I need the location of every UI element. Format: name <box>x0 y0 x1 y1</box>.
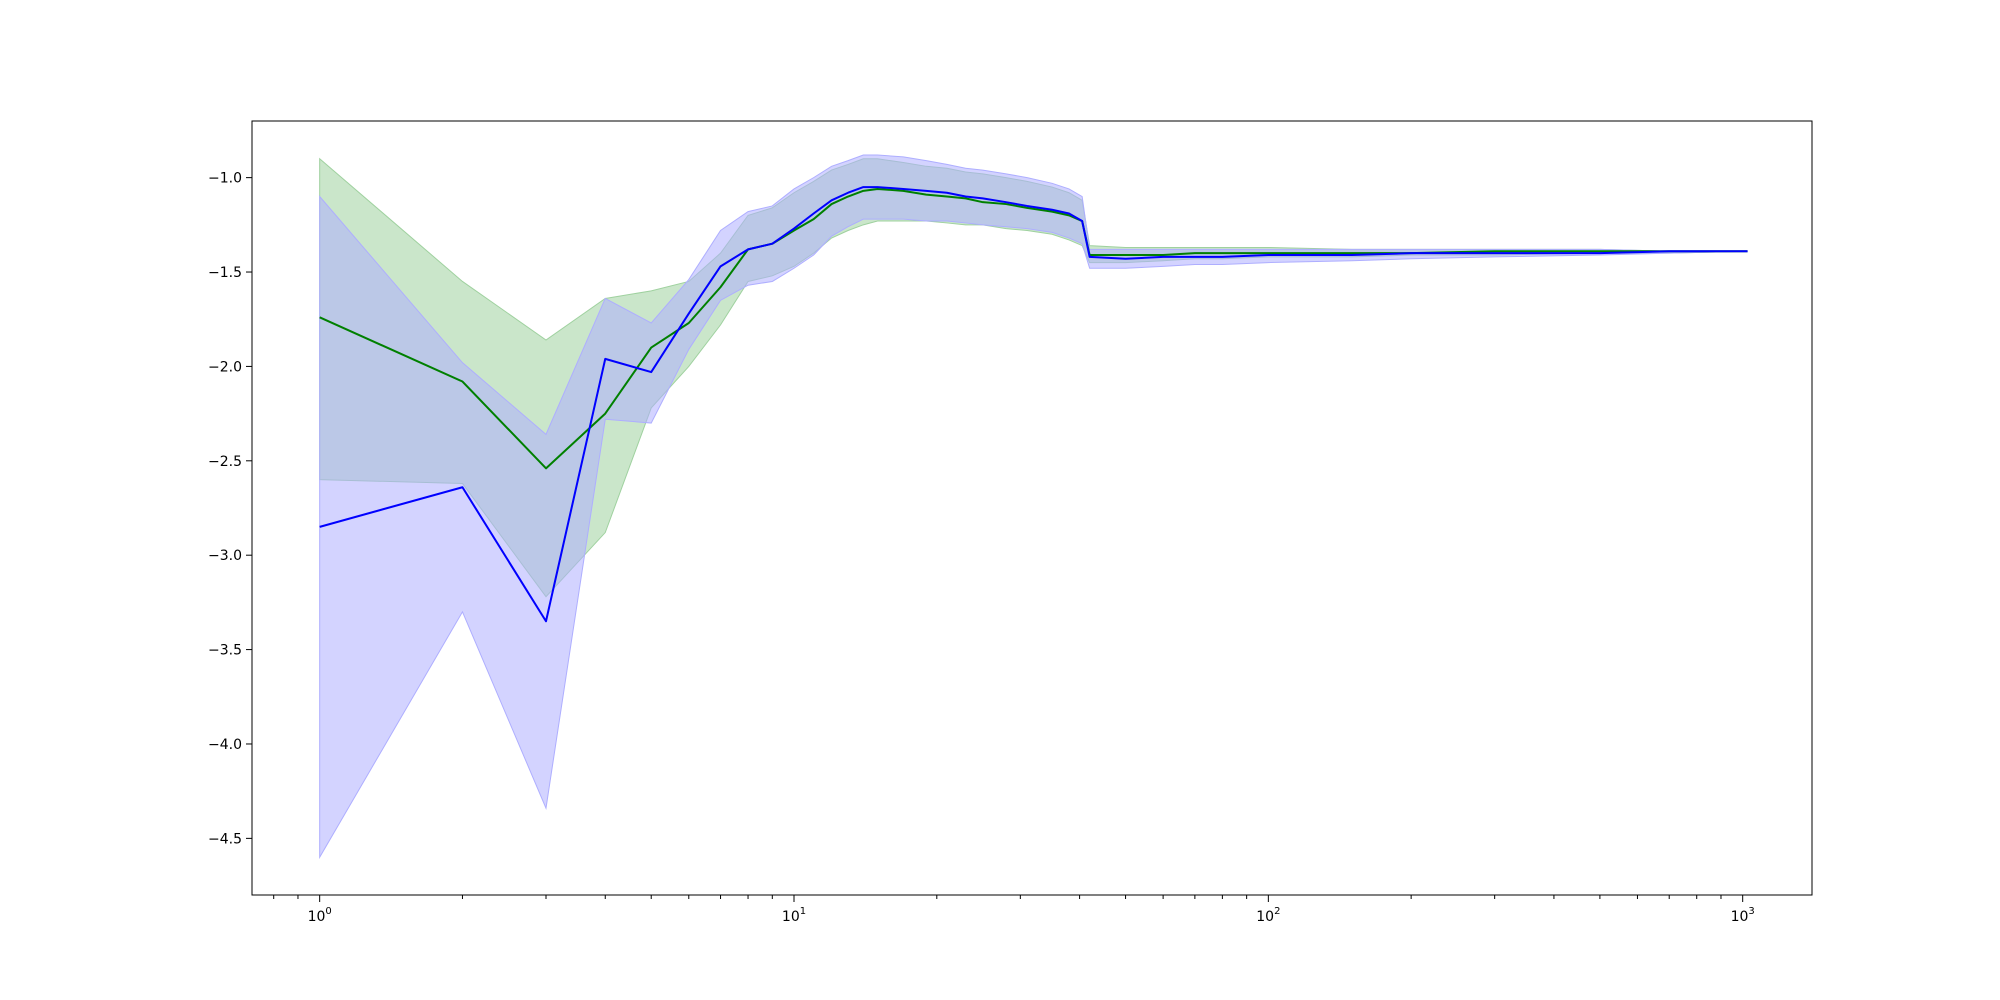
y-tick-label: −2.5 <box>208 454 242 470</box>
y-tick-label: −1.5 <box>208 265 242 281</box>
series-0-line <box>319 187 1748 470</box>
x-tick-exponent: 3 <box>1748 906 1754 917</box>
axes-frame <box>251 120 1813 896</box>
x-tick-exponent: 1 <box>800 906 806 917</box>
x-tick-exponent: 2 <box>1274 906 1280 917</box>
y-tick-label: −1.0 <box>208 171 242 187</box>
y-tick-label: −2.0 <box>208 359 242 375</box>
y-tick-label: −4.5 <box>208 831 242 847</box>
y-tick-label: −3.5 <box>208 643 242 659</box>
y-tick-label: −3.0 <box>208 548 242 564</box>
series-1-line <box>319 186 1748 623</box>
plot-area <box>319 154 1748 860</box>
x-tick-exponent: 0 <box>325 906 331 917</box>
y-tick-label: −4.0 <box>208 737 242 753</box>
